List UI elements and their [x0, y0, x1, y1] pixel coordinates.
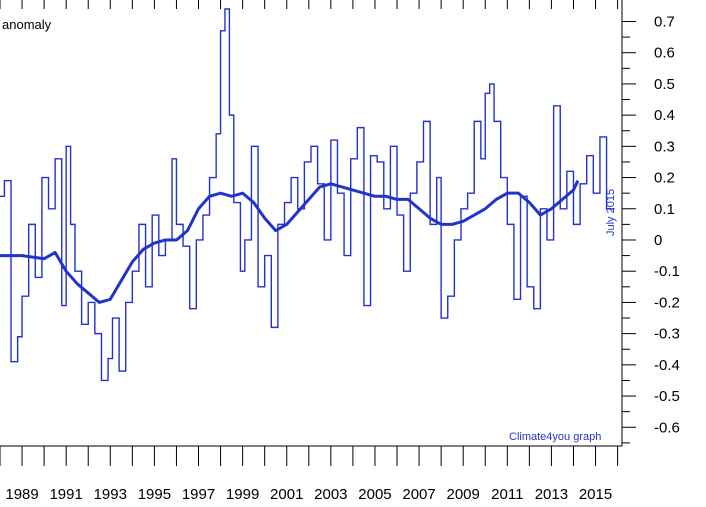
x-tick-label: 1991	[49, 486, 82, 503]
y-tick-label: -0.3	[654, 326, 680, 343]
series-smoothed-line	[0, 180, 580, 304]
y-tick-label: -0.4	[654, 357, 680, 374]
x-tick-label: 2009	[447, 486, 480, 503]
x-tick-label: 1993	[94, 486, 127, 503]
x-tick-label: 1999	[226, 486, 259, 503]
y-tick-label: -0.5	[654, 388, 680, 405]
y-tick-label: 0	[654, 232, 662, 249]
x-tick-label: 1995	[138, 486, 171, 503]
series-monthly-line	[0, 8, 615, 382]
credit-annotation: Climate4you graph	[509, 431, 601, 443]
x-tick-label: 2015	[579, 486, 612, 503]
y-tick-label: -0.6	[654, 419, 680, 436]
y-tick-label: 0.1	[654, 201, 675, 218]
y-tick-label: 0.6	[654, 45, 675, 62]
y-tick-label: -0.2	[654, 294, 680, 311]
x-tick-label: 2001	[270, 486, 303, 503]
x-tick-label: 1997	[182, 486, 215, 503]
x-tick-label: 2011	[491, 486, 523, 503]
plot-frame	[0, 0, 623, 447]
y-tick-label: 0.5	[654, 76, 675, 93]
x-tick-label: 2003	[314, 486, 347, 503]
y-tick-label: -0.1	[654, 263, 680, 280]
y-tick-label: 0.7	[654, 13, 675, 30]
x-tick-label: 2007	[402, 486, 435, 503]
y-tick-label: 0.3	[654, 138, 675, 155]
series-layer	[0, 8, 615, 382]
y-axis: 0.7 0.6 0.5 0.4 0.3 0.2 0.1 0 -0.1 -0.2 -0.3 -0.4 -0…	[622, 13, 680, 444]
y-tick-label: 0.4	[654, 107, 675, 124]
axis-label-anomaly: anomaly	[2, 17, 52, 32]
y-tick-label: 0.2	[654, 170, 675, 187]
x-tick-label: 1989	[5, 486, 38, 503]
x-axis: 1989 1991 1993 1995 1997 1999 2001 2003 2005 2007…	[0, 0, 619, 503]
date-stamp-annotation: July 2015	[605, 189, 617, 236]
x-tick-label: 2013	[535, 486, 568, 503]
x-tick-label: 2005	[358, 486, 391, 503]
